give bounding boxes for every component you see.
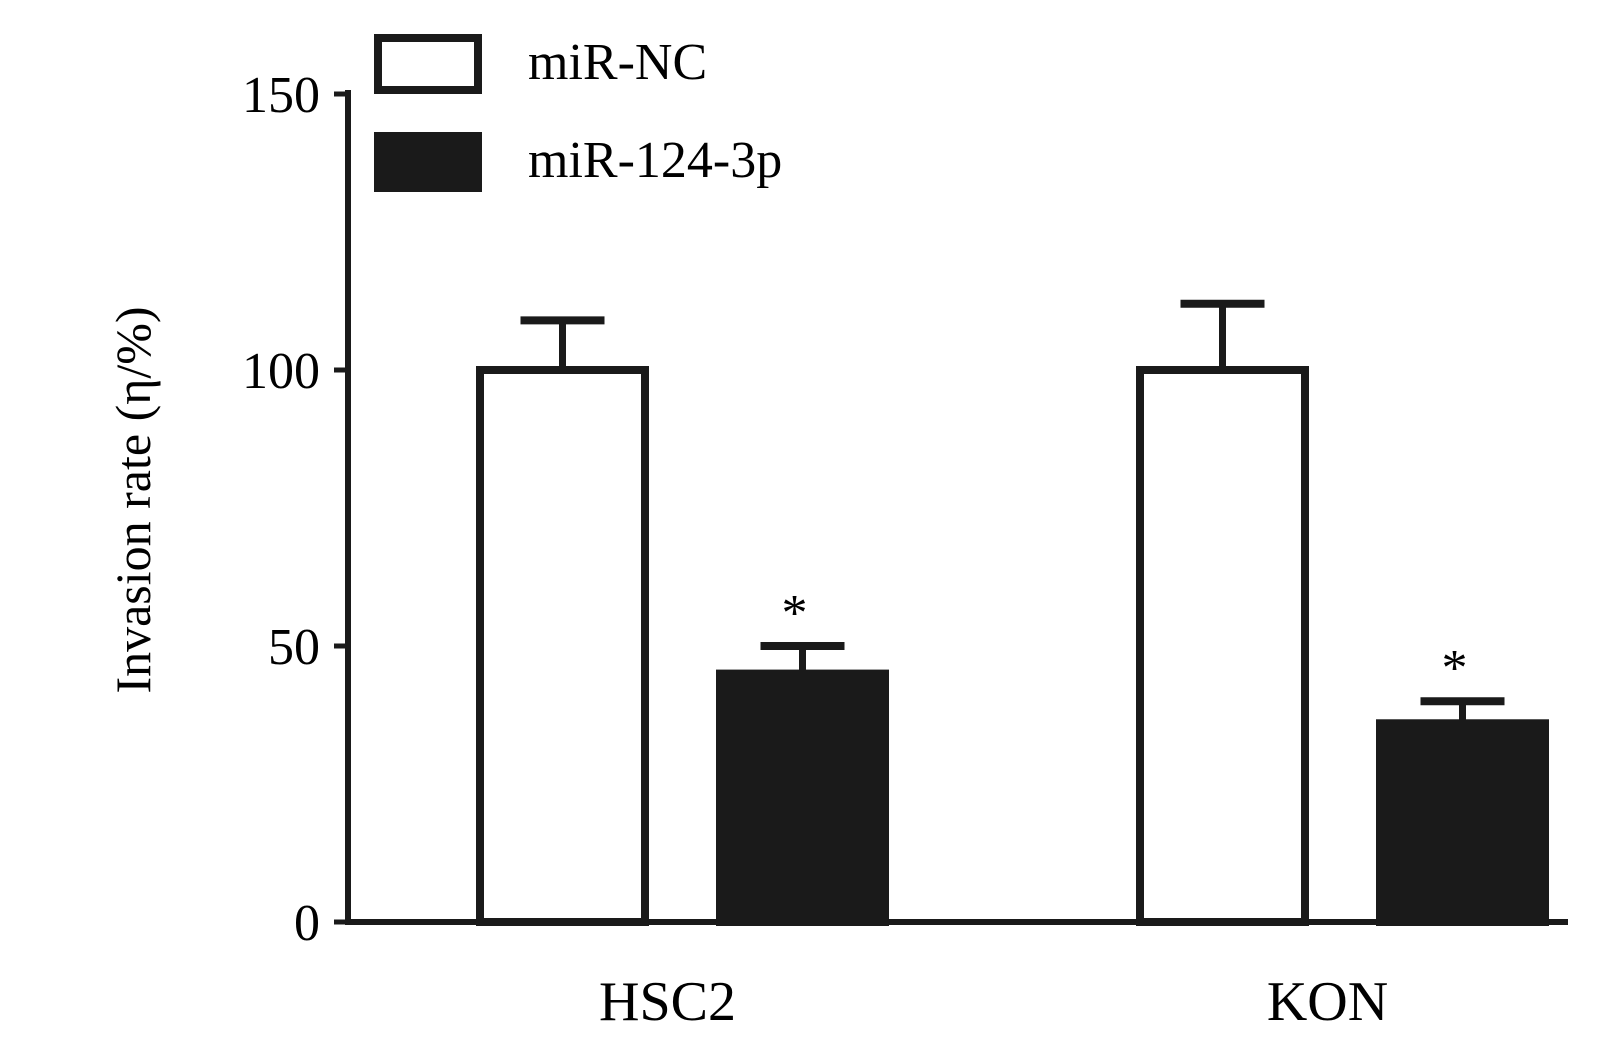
bar	[716, 669, 889, 926]
legend: miR-NC miR-124-3p	[374, 34, 782, 192]
legend-label: miR-NC	[528, 34, 707, 91]
category-label: KON	[1267, 971, 1388, 1033]
bar	[1136, 366, 1309, 926]
legend-label: miR-124-3p	[528, 132, 782, 189]
legend-swatch	[374, 132, 482, 192]
y-axis-title: Invasion rate (η/%)	[105, 306, 161, 693]
category-label: HSC2	[599, 971, 736, 1033]
significance-marker: *	[1442, 640, 1468, 697]
y-tick-label: 150	[242, 67, 320, 124]
y-tick-label: 0	[294, 895, 320, 952]
y-tick-label: 100	[242, 343, 320, 400]
y-tick-label: 50	[268, 619, 320, 676]
legend-swatch	[374, 34, 482, 94]
bars-group: **	[476, 299, 1549, 927]
significance-marker: *	[782, 585, 808, 642]
bar	[1376, 719, 1549, 927]
category-labels: HSC2 KON	[599, 971, 1388, 1033]
bar	[476, 366, 649, 926]
y-axis: 0 50 100 150	[242, 67, 351, 952]
